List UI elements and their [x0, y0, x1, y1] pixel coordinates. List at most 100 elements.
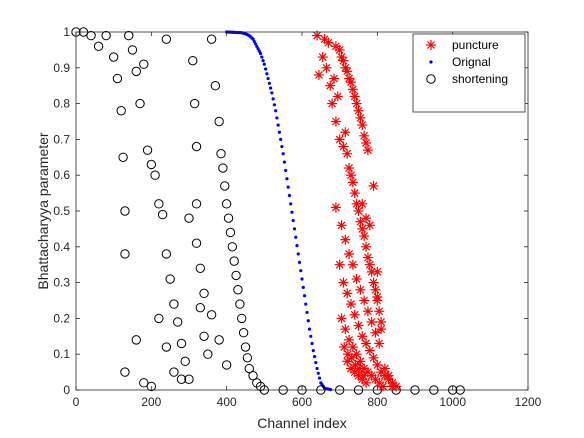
point-shortening-78	[176, 374, 187, 384]
point-orignal-22-0	[315, 366, 319, 371]
legend-box	[412, 33, 526, 113]
point-orignal-14-1	[286, 185, 290, 189]
point-puncture-65	[368, 352, 379, 363]
point-shortening-51	[235, 299, 245, 309]
point-puncture-74	[344, 334, 355, 345]
y-tick-label-8: 0.8	[53, 97, 70, 111]
point-shortening-30	[188, 55, 198, 66]
y-tick-label-10: 1	[63, 25, 70, 39]
point-orignal-16-0	[292, 227, 297, 231]
point-shortening-5	[108, 52, 119, 62]
point-shortening-54	[240, 342, 251, 352]
point-orignal-15-0	[289, 202, 293, 206]
point-shortening-15	[135, 98, 145, 109]
point-orignal-19-1	[305, 310, 309, 315]
point-puncture-97	[376, 324, 387, 335]
point-puncture-60	[349, 309, 360, 320]
point-puncture-17	[359, 130, 370, 141]
point-shortening-77	[169, 367, 179, 377]
point-orignal-12-1	[279, 137, 283, 141]
y-tick-label-5: 0.5	[53, 204, 70, 218]
point-shortening-75	[154, 313, 164, 324]
point-shortening-24	[165, 274, 175, 284]
point-puncture-111	[332, 91, 343, 102]
point-shortening-48	[229, 256, 239, 266]
point-puncture-51	[359, 295, 370, 306]
y-tick-label-9: 0.9	[53, 61, 70, 75]
x-tick-label-2: 400	[217, 395, 237, 409]
point-orignal-11-2	[276, 123, 280, 127]
point-shortening-35	[195, 302, 206, 313]
legend-label-puncture: puncture	[452, 38, 499, 52]
point-puncture-98	[379, 363, 390, 374]
series-puncture	[312, 30, 402, 392]
point-puncture-4	[334, 44, 345, 55]
point-shortening-76	[161, 342, 172, 352]
point-puncture-104	[368, 180, 379, 191]
point-puncture-19	[362, 145, 373, 156]
point-puncture-90	[339, 342, 350, 353]
point-shortening-14	[131, 66, 141, 77]
point-puncture-0	[312, 30, 323, 41]
point-puncture-16	[357, 120, 368, 131]
point-orignal-17-1	[297, 260, 302, 264]
legend-marker-orignal	[429, 60, 433, 64]
point-shortening-47	[227, 242, 238, 252]
point-puncture-54	[370, 327, 381, 338]
legend-glyph-orignal	[429, 60, 433, 64]
point-puncture-61	[353, 320, 364, 331]
point-puncture-21	[330, 116, 341, 127]
point-puncture-13	[351, 98, 362, 109]
point-puncture-63	[361, 338, 372, 349]
point-puncture-28	[347, 177, 358, 188]
point-shortening-45	[223, 213, 234, 223]
point-orignal-20-0	[307, 327, 312, 331]
chart-marks	[71, 27, 465, 395]
point-shortening-81	[199, 288, 209, 299]
point-orignal-19-2	[306, 319, 310, 323]
point-shortening-4	[101, 30, 111, 41]
point-shortening-25	[169, 299, 179, 309]
point-puncture-110	[329, 73, 340, 84]
point-shortening-33	[191, 199, 202, 209]
point-shortening-36	[199, 331, 209, 341]
point-shortening-6	[112, 73, 123, 84]
point-orignal-6-2	[257, 49, 261, 53]
point-puncture-22	[334, 134, 345, 145]
point-orignal-17-2	[299, 269, 303, 273]
y-tick-label-3: 0.3	[53, 276, 70, 290]
point-shortening-84	[221, 360, 232, 370]
point-orignal-14-0	[285, 177, 289, 181]
point-puncture-62	[357, 331, 368, 342]
point-puncture-92	[346, 352, 357, 363]
point-puncture-14	[353, 105, 364, 116]
y-tick-label-4: 0.4	[53, 240, 70, 254]
point-shortening-27	[176, 338, 187, 349]
point-shortening-38	[206, 34, 217, 44]
point-orignal-19-0	[304, 302, 308, 306]
point-orignal-21-2	[314, 360, 318, 365]
point-shortening-42	[218, 163, 228, 173]
point-puncture-94	[354, 363, 365, 374]
point-shortening-73	[139, 378, 149, 388]
point-orignal-8-0	[262, 62, 266, 66]
point-puncture-66	[372, 359, 383, 370]
point-orignal-17-0	[296, 252, 300, 256]
point-shortening-8	[118, 152, 128, 163]
legend-marker-puncture	[426, 40, 436, 50]
point-puncture-6	[338, 55, 349, 66]
point-shortening-44	[221, 199, 232, 209]
point-shortening-28	[180, 356, 190, 367]
point-puncture-46	[340, 234, 351, 245]
point-orignal-11-1	[275, 116, 279, 120]
point-puncture-105	[372, 291, 383, 302]
legend-label-orignal: Orignal	[452, 55, 491, 69]
y-tick-label-6: 0.6	[53, 168, 70, 182]
y-tick-label-1: 0.1	[53, 347, 70, 361]
point-puncture-10	[345, 77, 356, 88]
point-shortening-10	[120, 249, 130, 259]
point-orignal-12-2	[280, 144, 284, 149]
point-shortening-12	[124, 30, 134, 41]
point-shortening-23	[161, 249, 172, 259]
point-puncture-95	[358, 370, 369, 381]
